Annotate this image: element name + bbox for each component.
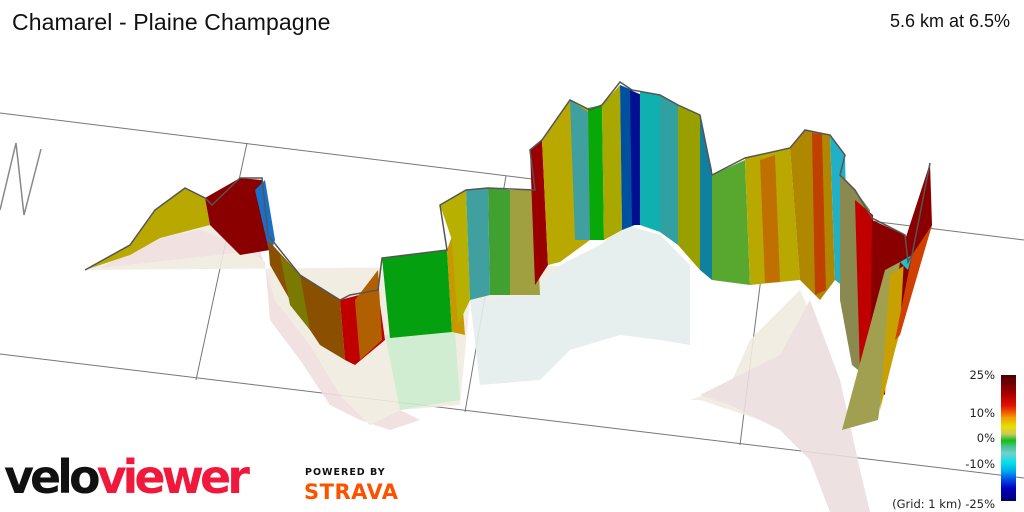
logo-viewer: viewer: [96, 450, 250, 504]
gradient-legend: 25% 10% 0% -10% (Grid: 1 km) -25%: [865, 366, 995, 511]
gradient-colorbar: [1001, 375, 1016, 501]
legend-label-minus25: (Grid: 1 km) -25%: [892, 497, 995, 511]
logo-velo: velo: [4, 450, 101, 504]
profile-outline: [84, 80, 931, 301]
profile-ribbon: [85, 85, 932, 430]
route-stats: 5.6 km at 6.5%: [889, 11, 1010, 31]
legend-label-10: 10%: [969, 406, 995, 420]
route-title: Chamarel - Plaine Champagne: [12, 9, 331, 35]
powered-by-label: POWERED BY: [305, 467, 386, 478]
legend-label-minus10: -10%: [965, 457, 995, 471]
compass-north-icon: [0, 142, 42, 216]
legend-label-0: 0%: [976, 431, 995, 445]
strava-logo[interactable]: STRAVA: [304, 480, 399, 504]
veloviewer-logo[interactable]: veloviewer: [4, 450, 250, 504]
profile-base: [85, 215, 870, 512]
legend-label-25: 25%: [969, 368, 995, 382]
